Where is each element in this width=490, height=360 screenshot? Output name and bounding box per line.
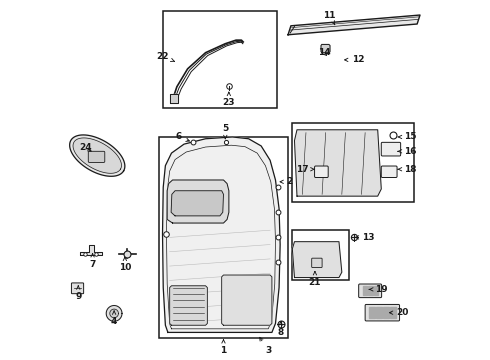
Text: 19: 19 [369,285,388,294]
FancyBboxPatch shape [72,283,84,294]
Text: 13: 13 [355,233,375,242]
Bar [163,12,277,108]
Polygon shape [376,307,382,319]
Polygon shape [368,307,375,319]
Polygon shape [321,44,330,53]
Bar [292,123,414,202]
Polygon shape [288,15,420,35]
Text: 8: 8 [278,322,284,337]
Polygon shape [80,244,101,255]
Polygon shape [383,307,389,319]
Bar [292,230,349,280]
Polygon shape [171,191,223,216]
Text: 9: 9 [75,286,81,301]
Text: 20: 20 [390,308,409,317]
Polygon shape [167,180,229,223]
Text: 16: 16 [398,147,416,156]
Polygon shape [221,275,272,325]
FancyBboxPatch shape [365,305,399,321]
Text: 21: 21 [309,271,321,287]
Text: 12: 12 [344,55,364,64]
Polygon shape [374,286,378,295]
FancyBboxPatch shape [312,258,322,267]
Polygon shape [294,130,381,196]
Text: 22: 22 [156,52,174,62]
Text: 6: 6 [175,132,190,141]
Bar [159,137,288,338]
FancyBboxPatch shape [381,142,401,156]
Polygon shape [390,307,396,319]
Polygon shape [170,94,177,103]
Polygon shape [170,286,207,325]
Text: 17: 17 [296,165,315,174]
Text: 10: 10 [119,257,131,273]
Text: 14: 14 [318,48,330,57]
Text: 18: 18 [398,165,416,174]
Text: 3: 3 [260,337,271,355]
Polygon shape [110,309,119,318]
FancyBboxPatch shape [381,166,397,177]
Polygon shape [106,306,122,321]
Text: 15: 15 [398,132,416,141]
FancyBboxPatch shape [88,151,105,162]
Text: 7: 7 [89,254,96,269]
Polygon shape [293,242,342,278]
Text: 2: 2 [280,177,293,186]
Text: 23: 23 [222,92,235,107]
Polygon shape [70,135,125,176]
Text: 24: 24 [79,143,92,152]
FancyBboxPatch shape [359,284,382,298]
Text: 4: 4 [111,311,117,326]
Polygon shape [163,137,280,332]
Polygon shape [368,286,373,295]
Text: 11: 11 [323,10,336,25]
Text: 1: 1 [220,340,226,355]
Polygon shape [363,286,367,295]
Polygon shape [73,138,122,173]
FancyBboxPatch shape [315,166,328,177]
Text: 5: 5 [222,123,228,139]
